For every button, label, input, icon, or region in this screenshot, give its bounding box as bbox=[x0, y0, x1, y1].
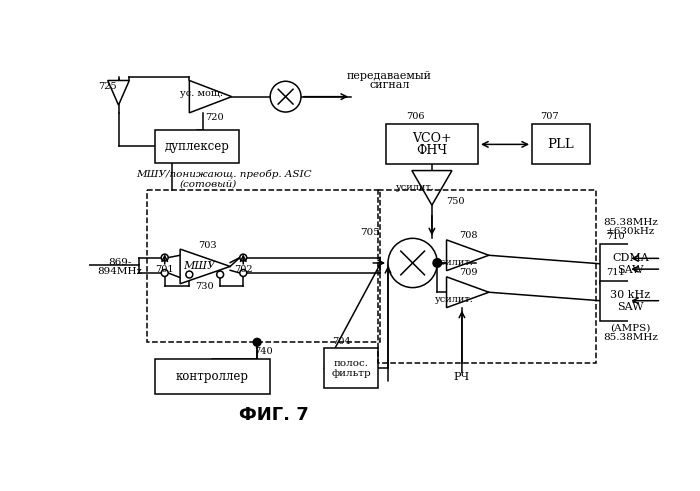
Text: 725: 725 bbox=[99, 82, 117, 91]
Text: усилит.: усилит. bbox=[435, 258, 474, 268]
Text: фильтр: фильтр bbox=[331, 369, 371, 379]
Text: 711: 711 bbox=[606, 269, 624, 277]
Text: ФИГ. 7: ФИГ. 7 bbox=[239, 406, 309, 424]
Text: РЧ: РЧ bbox=[454, 372, 470, 382]
Text: 740: 740 bbox=[254, 347, 272, 356]
Text: 30 kHz: 30 kHz bbox=[610, 290, 650, 300]
Bar bbox=[532, 124, 589, 164]
Text: МШУ/понижающ. преобр. ASIC: МШУ/понижающ. преобр. ASIC bbox=[136, 170, 312, 179]
Text: 85.38MHz: 85.38MHz bbox=[603, 218, 658, 227]
Text: 709: 709 bbox=[458, 268, 477, 277]
Text: дуплексер: дуплексер bbox=[164, 140, 230, 153]
Text: 894MHz: 894MHz bbox=[97, 267, 143, 276]
Circle shape bbox=[388, 238, 438, 288]
Text: 730: 730 bbox=[195, 282, 214, 291]
Text: 85.38MHz: 85.38MHz bbox=[603, 333, 658, 342]
Bar bbox=[155, 130, 239, 163]
Polygon shape bbox=[412, 170, 452, 205]
Text: ±630kHz: ±630kHz bbox=[606, 227, 655, 236]
Circle shape bbox=[217, 271, 223, 278]
Text: передаваемый: передаваемый bbox=[347, 71, 432, 81]
Polygon shape bbox=[447, 240, 489, 271]
Circle shape bbox=[240, 270, 246, 276]
Bar bbox=[147, 190, 379, 342]
Circle shape bbox=[253, 338, 261, 346]
Text: 707: 707 bbox=[540, 112, 559, 121]
Circle shape bbox=[433, 259, 442, 267]
Text: 750: 750 bbox=[446, 197, 464, 206]
Text: сигнал: сигнал bbox=[370, 80, 410, 90]
Bar bbox=[155, 359, 270, 394]
Bar bbox=[600, 281, 662, 321]
Text: 710: 710 bbox=[606, 232, 624, 241]
Text: полос.: полос. bbox=[334, 358, 368, 368]
Text: 704: 704 bbox=[332, 337, 351, 346]
Text: 720: 720 bbox=[204, 113, 223, 122]
Bar bbox=[386, 124, 478, 164]
Text: VCO+: VCO+ bbox=[412, 132, 452, 145]
Text: усилит.: усилит. bbox=[395, 183, 435, 192]
Text: ус. мощ.: ус. мощ. bbox=[180, 89, 223, 98]
Text: контроллер: контроллер bbox=[176, 370, 249, 383]
Text: 706: 706 bbox=[406, 112, 424, 121]
Text: 701: 701 bbox=[155, 266, 174, 274]
Text: SAW: SAW bbox=[617, 265, 644, 275]
Circle shape bbox=[240, 254, 246, 261]
Text: 705: 705 bbox=[360, 228, 380, 237]
Polygon shape bbox=[108, 81, 130, 105]
Text: 708: 708 bbox=[458, 231, 477, 240]
Polygon shape bbox=[180, 249, 230, 284]
Text: (AMPS): (AMPS) bbox=[610, 324, 651, 333]
Bar bbox=[378, 190, 596, 363]
Text: (сотовый): (сотовый) bbox=[180, 180, 237, 189]
Circle shape bbox=[161, 270, 168, 276]
Text: 703: 703 bbox=[197, 241, 216, 250]
Text: ФНЧ: ФНЧ bbox=[416, 144, 447, 157]
Circle shape bbox=[270, 81, 301, 112]
Circle shape bbox=[186, 271, 193, 278]
Text: CDMA: CDMA bbox=[612, 252, 649, 263]
Text: 702: 702 bbox=[234, 266, 253, 274]
Text: МШУ: МШУ bbox=[183, 261, 216, 272]
Bar bbox=[600, 244, 662, 284]
Bar bbox=[324, 349, 378, 388]
Text: SAW: SAW bbox=[617, 302, 644, 312]
Text: усилит.: усилит. bbox=[435, 296, 474, 304]
Circle shape bbox=[161, 254, 168, 261]
Text: 869-: 869- bbox=[108, 258, 132, 268]
Polygon shape bbox=[447, 277, 489, 308]
Polygon shape bbox=[189, 81, 232, 113]
Text: PLL: PLL bbox=[547, 138, 574, 151]
